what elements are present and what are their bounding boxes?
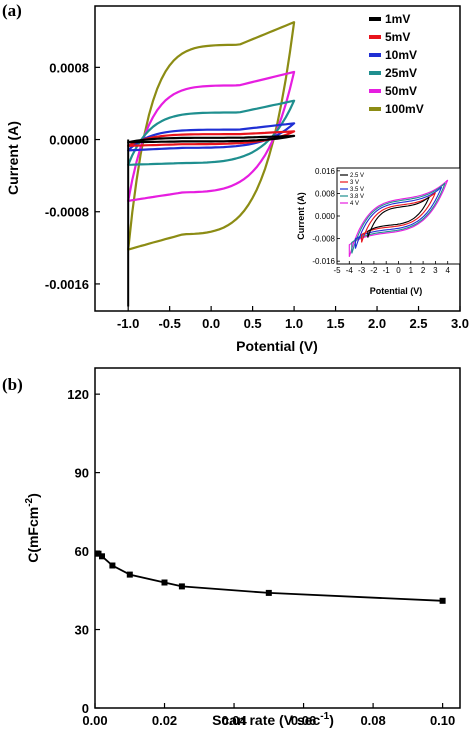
capacitance-point (126, 571, 133, 578)
inset-curve-2.5 V (367, 196, 430, 238)
panel-b-y-axis-title-end: ) (25, 493, 41, 498)
panel-a-axes-frame (94, 5, 461, 312)
panel-b-y-axis-title: C(mFcm-2) (24, 493, 41, 563)
inset-legend-label-3 V: 3 V (350, 180, 359, 186)
x-tick-label: 1.0 (285, 316, 303, 331)
panel-b: (b) 0.00 0.02 0.04 0.06 0.08 0.10 0 30 60 90 120 S… (2, 367, 461, 728)
panel-b-x-axis-title-sup: -1 (320, 711, 329, 722)
y-tick-label: 120 (67, 387, 89, 402)
inset-x-tick-label: 1 (409, 266, 414, 275)
inset-cv-curves (348, 179, 449, 257)
y-tick-label: 60 (75, 544, 89, 559)
panel-b-x-axis-title-main: Scan rate (V sec (212, 712, 320, 728)
cv-curve-50mV (127, 70, 296, 202)
inset-chart: -5 -4 -3 -2 -1 0 1 2 3 4 -0.016 -0.008 0.000 0.008 0.0… (296, 167, 461, 296)
y-tick-label: 0.0000 (49, 133, 89, 148)
y-tick-label: -0.0016 (45, 277, 89, 292)
inset-x-tick-label: 2 (421, 266, 426, 275)
panel-a-y-axis-title: Current (A) (5, 121, 21, 195)
panel-b-series (95, 550, 446, 604)
legend-label-50mV: 50mV (385, 84, 417, 98)
panel-a: (a) -1.0 -0.5 0.0 0.5 1.0 1.5 2.0 2.5 3.0 -0.0016… (2, 1, 469, 354)
inset-y-tick-label: -0.016 (312, 257, 335, 266)
capacitance-point (161, 579, 168, 586)
x-tick-label: 0.10 (430, 713, 455, 728)
inset-curve-3 V (361, 192, 436, 243)
inset-x-tick-label: 0 (396, 266, 401, 275)
capacitance-point (439, 597, 446, 604)
capacitance-point (95, 550, 102, 557)
panel-b-ticks: 0.00 0.02 0.04 0.06 0.08 0.10 0 30 60 90 120 (67, 387, 455, 728)
inset-legend-label-3.5 V: 3.5 V (350, 187, 364, 193)
cv-curve-5mV (127, 130, 296, 147)
x-tick-label: 0.08 (360, 713, 385, 728)
y-tick-label: 0.0008 (49, 60, 89, 75)
y-tick-label: 30 (75, 623, 89, 638)
x-tick-label: 0.04 (221, 713, 247, 728)
inset-legend-label-3.8 V: 3.8 V (350, 194, 364, 200)
x-tick-label: 2.0 (368, 316, 386, 331)
inset-x-tick-label: -2 (370, 266, 378, 275)
inset-x-axis-title: Potential (V) (370, 286, 423, 296)
inset-curve-3.8 V (351, 182, 446, 254)
x-tick-label: 0.5 (244, 316, 262, 331)
inset-ticks: -5 -4 -3 -2 -1 0 1 2 3 4 -0.016 -0.008 0.000 0.008 0.0… (312, 167, 450, 275)
inset-x-tick-label: -5 (333, 266, 341, 275)
inset-y-tick-label: -0.008 (312, 235, 335, 244)
panel-a-legend: 1mV 5mV 10mV 25mV 50mV 100mV (369, 12, 424, 116)
panel-b-axes-frame (94, 367, 461, 709)
y-tick-label: -0.0008 (45, 205, 89, 220)
inset-x-tick-label: 3 (433, 266, 438, 275)
cv-curve-10mV (127, 122, 296, 152)
x-tick-label: 2.5 (409, 316, 427, 331)
inset-y-tick-label: 0.008 (315, 189, 336, 198)
panel-b-label: (b) (2, 375, 23, 394)
x-tick-label: -1.0 (117, 316, 139, 331)
panel-a-label: (a) (2, 1, 22, 20)
cv-curves (127, 21, 296, 307)
panel-b-x-axis-title-end: ) (329, 712, 334, 728)
x-tick-label: 3.0 (451, 316, 469, 331)
x-tick-label: 0.06 (291, 713, 316, 728)
inset-x-tick-label: -1 (383, 266, 391, 275)
legend-label-100mV: 100mV (385, 102, 424, 116)
x-tick-label: 1.5 (327, 316, 345, 331)
inset-y-axis-title: Current (A) (296, 192, 306, 240)
inset-curve-3.5 V (354, 186, 443, 249)
inset-x-tick-label: -3 (358, 266, 366, 275)
y-tick-label: 0 (82, 701, 89, 716)
panel-a-ticks: -1.0 -0.5 0.0 0.5 1.0 1.5 2.0 2.5 3.0 -0.0016 -0.0… (45, 60, 469, 331)
capacitance-point (178, 583, 185, 590)
legend-label-1mV: 1mV (385, 12, 410, 26)
capacitance-point (109, 562, 116, 569)
x-tick-label: 0.02 (152, 713, 177, 728)
panel-b-x-axis-title: Scan rate (V sec-1) (212, 711, 334, 728)
inset-x-tick-label: -4 (346, 266, 354, 275)
inset-legend-label-2.5 V: 2.5 V (350, 173, 364, 179)
capacitance-point (265, 589, 272, 596)
capacitance-point (99, 553, 105, 560)
panel-a-x-axis-title: Potential (V) (236, 338, 318, 354)
legend-label-10mV: 10mV (385, 48, 417, 62)
x-tick-label: 0.0 (202, 316, 220, 331)
cv-curve-100mV (127, 21, 296, 251)
inset-x-tick-label: 4 (445, 266, 450, 275)
panel-b-y-axis-title-sup: -2 (24, 497, 35, 506)
inset-legend: 2.5 V3 V3.5 V3.8 V4 V (340, 173, 364, 207)
inset-curve-4 V (348, 179, 449, 257)
legend-label-25mV: 25mV (385, 66, 417, 80)
inset-legend-label-4 V: 4 V (350, 201, 359, 207)
cv-curve-1mV (127, 134, 296, 144)
x-tick-label: -0.5 (158, 316, 180, 331)
inset-y-tick-label: 0.000 (315, 212, 336, 221)
legend-label-5mV: 5mV (385, 30, 410, 44)
inset-y-tick-label: 0.016 (315, 167, 336, 176)
x-tick-label: 0.00 (82, 713, 107, 728)
y-tick-label: 90 (75, 466, 89, 481)
panel-b-y-axis-title-main: C(mFcm (25, 507, 41, 563)
cv-curve-25mV (127, 99, 296, 166)
